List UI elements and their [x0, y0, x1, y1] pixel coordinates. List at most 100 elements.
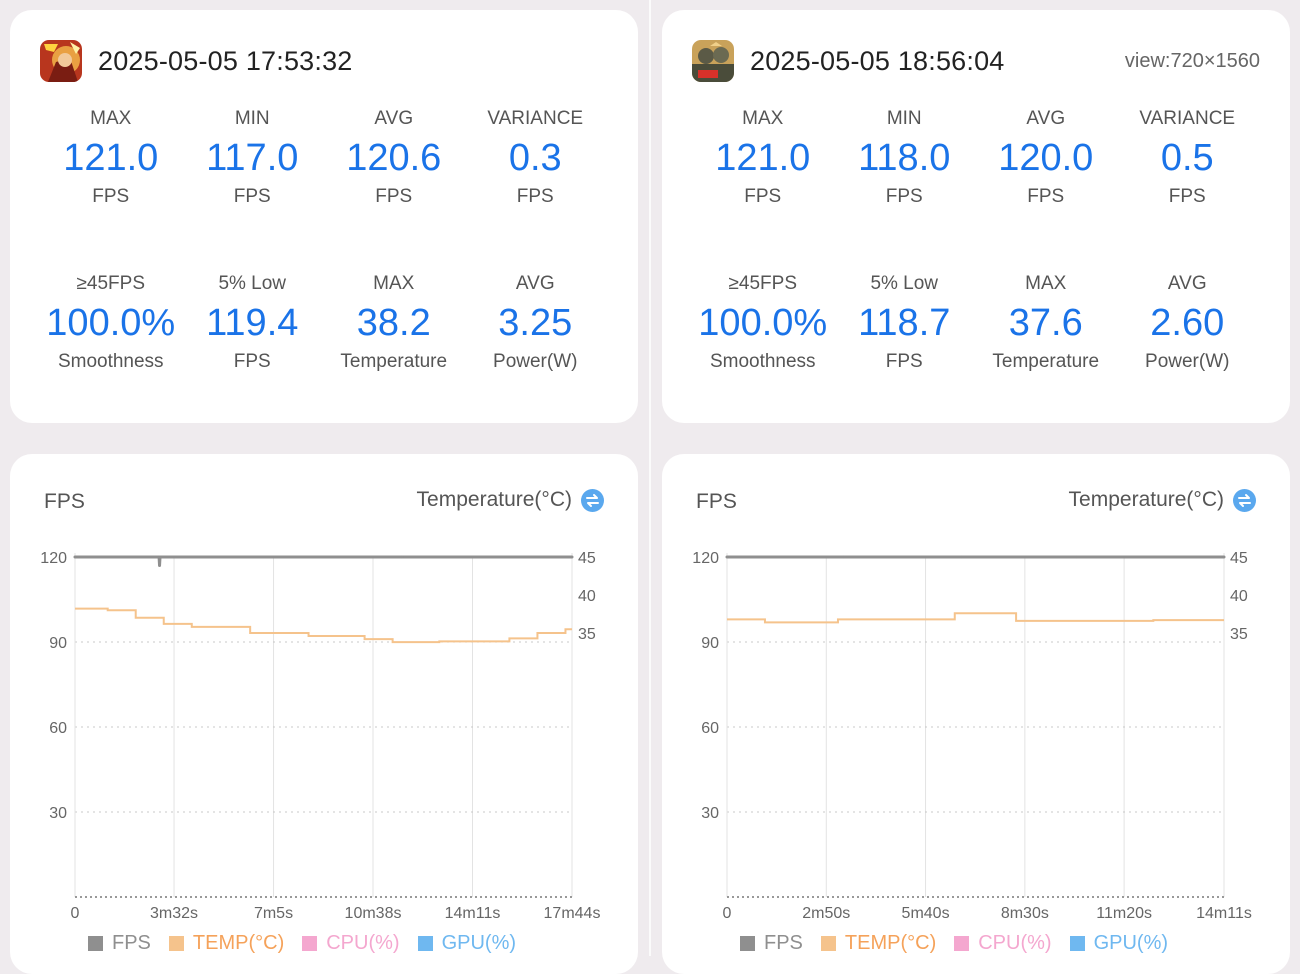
stats-grid: MAX 121.0 FPS MIN 117.0 FPS AVG 120.6 FPS VARI… [40, 106, 606, 436]
stat-value: 0.5 [1160, 137, 1214, 179]
fps-data-point [725, 555, 729, 559]
stat-value: 38.2 [356, 302, 431, 344]
stat-label: VARIANCE [487, 108, 584, 129]
session-timestamp: 2025-05-05 18:56:04 [750, 45, 1005, 76]
legend-swatch [740, 936, 755, 951]
legend-item-temp[interactable]: TEMP(°C) [168, 932, 285, 955]
session-right: 2025-05-05 18:56:04 view:720×1560 MAX 121… [662, 0, 1290, 974]
stat-max-fps: MAX 121.0 FPS [692, 106, 834, 271]
stat-unit: FPS [885, 351, 923, 372]
stat-unit: FPS [1168, 186, 1206, 207]
legend-swatch [417, 936, 433, 951]
stat-value: 100.0% [698, 302, 828, 344]
stat-unit: FPS [744, 186, 782, 207]
fps-data-point [120, 555, 124, 559]
stat-avg-power: AVG 3.25 Power(W) [465, 271, 607, 436]
stat-variance: VARIANCE 0.5 FPS [1117, 106, 1259, 271]
y-right-tick-label: 35 [578, 626, 596, 643]
y-left-tick-label: 60 [701, 720, 719, 737]
stat-value: 2.60 [1150, 302, 1225, 344]
y-left-tick-label: 30 [701, 805, 719, 822]
stat-max-fps: MAX 121.0 FPS [40, 106, 182, 271]
legend-swatch [302, 936, 318, 951]
view-resolution: view:720×1560 [1124, 50, 1260, 72]
legend-swatch [820, 936, 836, 951]
stat-min-fps: MIN 118.0 FPS [834, 106, 976, 271]
stat-avg-fps: AVG 120.6 FPS [323, 106, 465, 271]
stat-label: AVG [1026, 108, 1066, 129]
chart-left-title: FPS [696, 490, 737, 513]
stat-label: 5% Low [218, 273, 287, 294]
legend-label: GPU(%) [441, 932, 517, 954]
session-header: 2025-05-05 17:53:32 [40, 40, 353, 82]
chart-right-title: Temperature(°C) [416, 488, 572, 511]
game-icon-warrior[interactable] [40, 40, 82, 82]
x-tick-label: 0 [71, 905, 80, 922]
y-left-tick-label: 30 [49, 805, 67, 822]
stat-unit: FPS [233, 351, 271, 372]
stat-value: 118.7 [858, 302, 951, 344]
temp-series-line [75, 607, 572, 644]
legend-item-fps[interactable]: FPS [740, 932, 803, 955]
stat-label: MAX [90, 108, 132, 129]
legend-swatch [88, 936, 103, 951]
stat-value: 120.0 [998, 137, 1094, 179]
stat-unit: Power(W) [1145, 351, 1230, 372]
panel-divider [649, 0, 651, 956]
stat-label: ≥45FPS [728, 273, 797, 294]
legend-item-temp[interactable]: TEMP(°C) [820, 932, 937, 955]
stat-unit: FPS [1027, 186, 1065, 207]
session-left: 2025-05-05 17:53:32 MAX 121.0 FPS MIN 117.0… [10, 0, 638, 974]
chart-card: 30 60 90 120 35 40 45 0 3m32s 7m5s 10m38s 14m11s 17m… [10, 454, 638, 974]
fps-data-point [1075, 555, 1079, 559]
session-timestamp: 2025-05-05 17:53:32 [98, 45, 353, 76]
y-right-tick-label: 40 [1230, 588, 1248, 605]
fps-data-point [570, 555, 574, 559]
legend-swatch [168, 936, 184, 951]
legend-item-gpu[interactable]: GPU(%) [1069, 932, 1168, 955]
y-right-tick-label: 45 [578, 550, 596, 567]
stat-label: MAX [742, 108, 784, 129]
stat-value: 118.0 [858, 137, 951, 179]
legend-item-cpu[interactable]: CPU(%) [302, 932, 400, 955]
x-tick-label: 10m38s [345, 905, 402, 922]
stat-label: AVG [515, 273, 555, 294]
session-header: 2025-05-05 18:56:04 [692, 40, 1005, 82]
stat-unit: Temperature [340, 351, 448, 372]
stat-label: MIN [234, 108, 270, 129]
chart-right-title: Temperature(°C) [1068, 488, 1224, 511]
chart-right-title-group: Temperature(°C) [417, 488, 604, 512]
stat-label: AVG [374, 108, 414, 129]
legend-item-cpu[interactable]: CPU(%) [954, 932, 1052, 955]
stats-grid: MAX 121.0 FPS MIN 118.0 FPS AVG 120.0 FPS VARI… [692, 106, 1258, 436]
legend-item-fps[interactable]: FPS [88, 932, 151, 955]
fps-data-point [1222, 555, 1226, 559]
stat-unit: Smoothness [57, 351, 164, 372]
stat-value: 121.0 [715, 137, 811, 179]
stat-value: 121.0 [63, 137, 159, 179]
legend-label: TEMP(°C) [844, 932, 937, 954]
x-tick-label: 2m50s [802, 905, 850, 922]
x-tick-label: 11m20s [1096, 905, 1152, 922]
fps-temperature-chart: 30 60 90 120 35 40 45 0 3m32s 7m5s 10m38s 14m11s 17m… [40, 550, 600, 922]
stat-low-fps: 5% Low 119.4 FPS [182, 271, 324, 436]
stat-unit: Smoothness [709, 351, 816, 372]
x-tick-label: 5m40s [902, 905, 950, 922]
stat-min-fps: MIN 117.0 FPS [182, 106, 324, 271]
legend-item-gpu[interactable]: GPU(%) [417, 932, 517, 955]
stat-smoothness: ≥45FPS 100.0% Smoothness [40, 271, 182, 436]
y-right-tick-label: 45 [1230, 550, 1248, 567]
stat-value: 37.6 [1008, 302, 1083, 344]
stat-variance: VARIANCE 0.3 FPS [465, 106, 607, 271]
stat-unit: FPS [885, 186, 923, 207]
stat-value: 119.4 [206, 302, 299, 344]
stat-max-temperature: MAX 37.6 Temperature [975, 271, 1117, 436]
stat-label: AVG [1167, 273, 1207, 294]
fps-data-point [260, 555, 264, 559]
x-tick-label: 14m11s [1196, 905, 1252, 922]
legend-label: TEMP(°C) [192, 932, 285, 954]
game-icon-soldier[interactable] [692, 40, 734, 82]
y-right-tick-label: 35 [1230, 626, 1248, 643]
swap-icon[interactable] [581, 488, 604, 512]
swap-icon[interactable] [1233, 488, 1256, 512]
